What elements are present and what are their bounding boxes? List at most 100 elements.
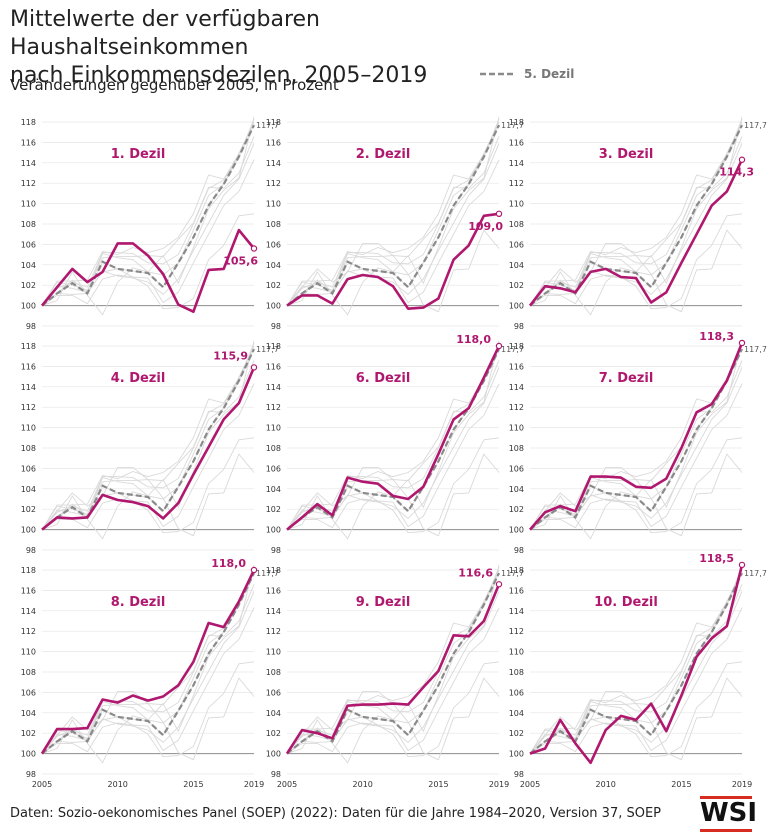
chart-title-line-1: Mittelwerte der verfügbaren Haushaltsein… <box>10 7 320 60</box>
y-tick-label: 108 <box>21 444 36 453</box>
background-series-line <box>286 677 500 761</box>
y-tick-label: 116 <box>509 586 524 595</box>
end-value-label: 115,9 <box>213 349 248 362</box>
end-value-label: 118,3 <box>699 330 734 343</box>
x-tick-label: 2015 <box>183 780 203 789</box>
legend-label: 5. Dezil <box>524 67 575 81</box>
y-tick-label: 110 <box>509 424 524 433</box>
panel-label: 10. Dezil <box>594 595 658 610</box>
background-series-line <box>41 345 255 530</box>
x-tick-label: 2019 <box>732 780 752 789</box>
y-tick-label: 116 <box>266 138 281 147</box>
y-tick-label: 110 <box>509 648 524 657</box>
y-tick-label: 110 <box>21 424 36 433</box>
y-tick-label: 110 <box>266 200 281 209</box>
highlight-series-line <box>40 228 256 314</box>
y-tick-label: 104 <box>509 709 524 718</box>
panel-label: 9. Dezil <box>356 595 411 610</box>
x-tick-label: 2015 <box>671 780 691 789</box>
y-tick-label: 106 <box>21 688 36 697</box>
x-tick-label: 2010 <box>108 780 128 789</box>
background-series-line <box>529 383 743 530</box>
highlight-series-line <box>41 366 256 531</box>
y-tick-label: 104 <box>21 261 36 270</box>
x-tick-label: 2019 <box>244 780 264 789</box>
y-tick-label: 110 <box>266 648 281 657</box>
y-tick-label: 116 <box>21 138 36 147</box>
reference-end-label: 117,7 <box>256 345 279 354</box>
panel-label: 1. Dezil <box>111 147 166 162</box>
source-note: Daten: Sozio-oekonomisches Panel (SOEP) … <box>10 806 662 821</box>
background-series-line <box>529 607 743 754</box>
x-tick-label: 2005 <box>32 780 52 789</box>
y-tick-label: 118 <box>266 118 281 127</box>
background-series-line <box>286 367 500 530</box>
y-tick-label: 102 <box>266 281 281 290</box>
wsi-logo: WSI <box>700 796 757 832</box>
y-tick-label: 118 <box>509 566 524 575</box>
y-tick-label: 118 <box>21 118 36 127</box>
y-tick-label: 110 <box>509 200 524 209</box>
y-tick-label: 108 <box>266 444 281 453</box>
background-series-line <box>41 661 255 758</box>
highlight-series-line <box>286 345 501 531</box>
highlight-series-line <box>528 159 744 307</box>
y-tick-label: 98 <box>26 322 36 331</box>
y-tick-label: 98 <box>26 546 36 555</box>
y-tick-label: 102 <box>21 729 36 738</box>
y-tick-label: 104 <box>21 485 36 494</box>
background-series-line <box>286 383 500 530</box>
background-series-line <box>529 591 743 754</box>
y-tick-label: 98 <box>514 546 524 555</box>
background-series-line <box>286 121 500 306</box>
background-series-line <box>286 345 500 530</box>
panel-7: 98 100 102 104 106 108 110 112 114 116 118 2005 2010… <box>21 557 279 789</box>
background-series-line <box>41 118 255 306</box>
background-series-line <box>41 566 255 754</box>
y-tick-label: 118 <box>21 342 36 351</box>
background-series-line <box>41 143 255 306</box>
y-tick-label: 114 <box>266 607 281 616</box>
y-tick-label: 98 <box>26 770 36 779</box>
background-series-line <box>286 607 500 754</box>
y-tick-label: 106 <box>21 240 36 249</box>
y-tick-label: 114 <box>266 159 281 168</box>
y-tick-label: 100 <box>21 302 36 311</box>
y-tick-label: 100 <box>21 526 36 535</box>
y-tick-label: 102 <box>266 729 281 738</box>
panel-label: 8. Dezil <box>111 595 166 610</box>
y-tick-label: 98 <box>514 322 524 331</box>
y-tick-label: 104 <box>266 709 281 718</box>
highlight-series-line <box>529 342 744 531</box>
y-tick-label: 110 <box>21 648 36 657</box>
background-series-line <box>41 607 255 754</box>
y-tick-label: 98 <box>271 322 281 331</box>
y-tick-label: 108 <box>21 668 36 677</box>
background-series-line <box>41 677 255 761</box>
y-tick-label: 114 <box>509 159 524 168</box>
y-tick-label: 106 <box>266 688 281 697</box>
y-tick-label: 98 <box>271 546 281 555</box>
reference-series-line <box>286 124 500 307</box>
background-series-line <box>41 453 255 537</box>
y-tick-label: 100 <box>266 750 281 759</box>
background-series-line <box>286 143 500 306</box>
y-tick-label: 116 <box>21 362 36 371</box>
reference-end-label: 117,7 <box>501 345 524 354</box>
background-series-line <box>286 437 500 534</box>
background-series-line <box>529 566 743 754</box>
background-series-line <box>41 121 255 306</box>
x-tick-label: 2019 <box>489 780 509 789</box>
y-tick-label: 112 <box>509 627 524 636</box>
background-series-line <box>529 345 743 530</box>
x-tick-label: 2015 <box>428 780 448 789</box>
y-tick-label: 108 <box>509 220 524 229</box>
y-tick-label: 116 <box>509 362 524 371</box>
highlight-end-marker <box>495 210 503 217</box>
reference-series-line <box>41 124 255 307</box>
y-tick-label: 104 <box>509 485 524 494</box>
highlight-series-line <box>286 212 500 311</box>
